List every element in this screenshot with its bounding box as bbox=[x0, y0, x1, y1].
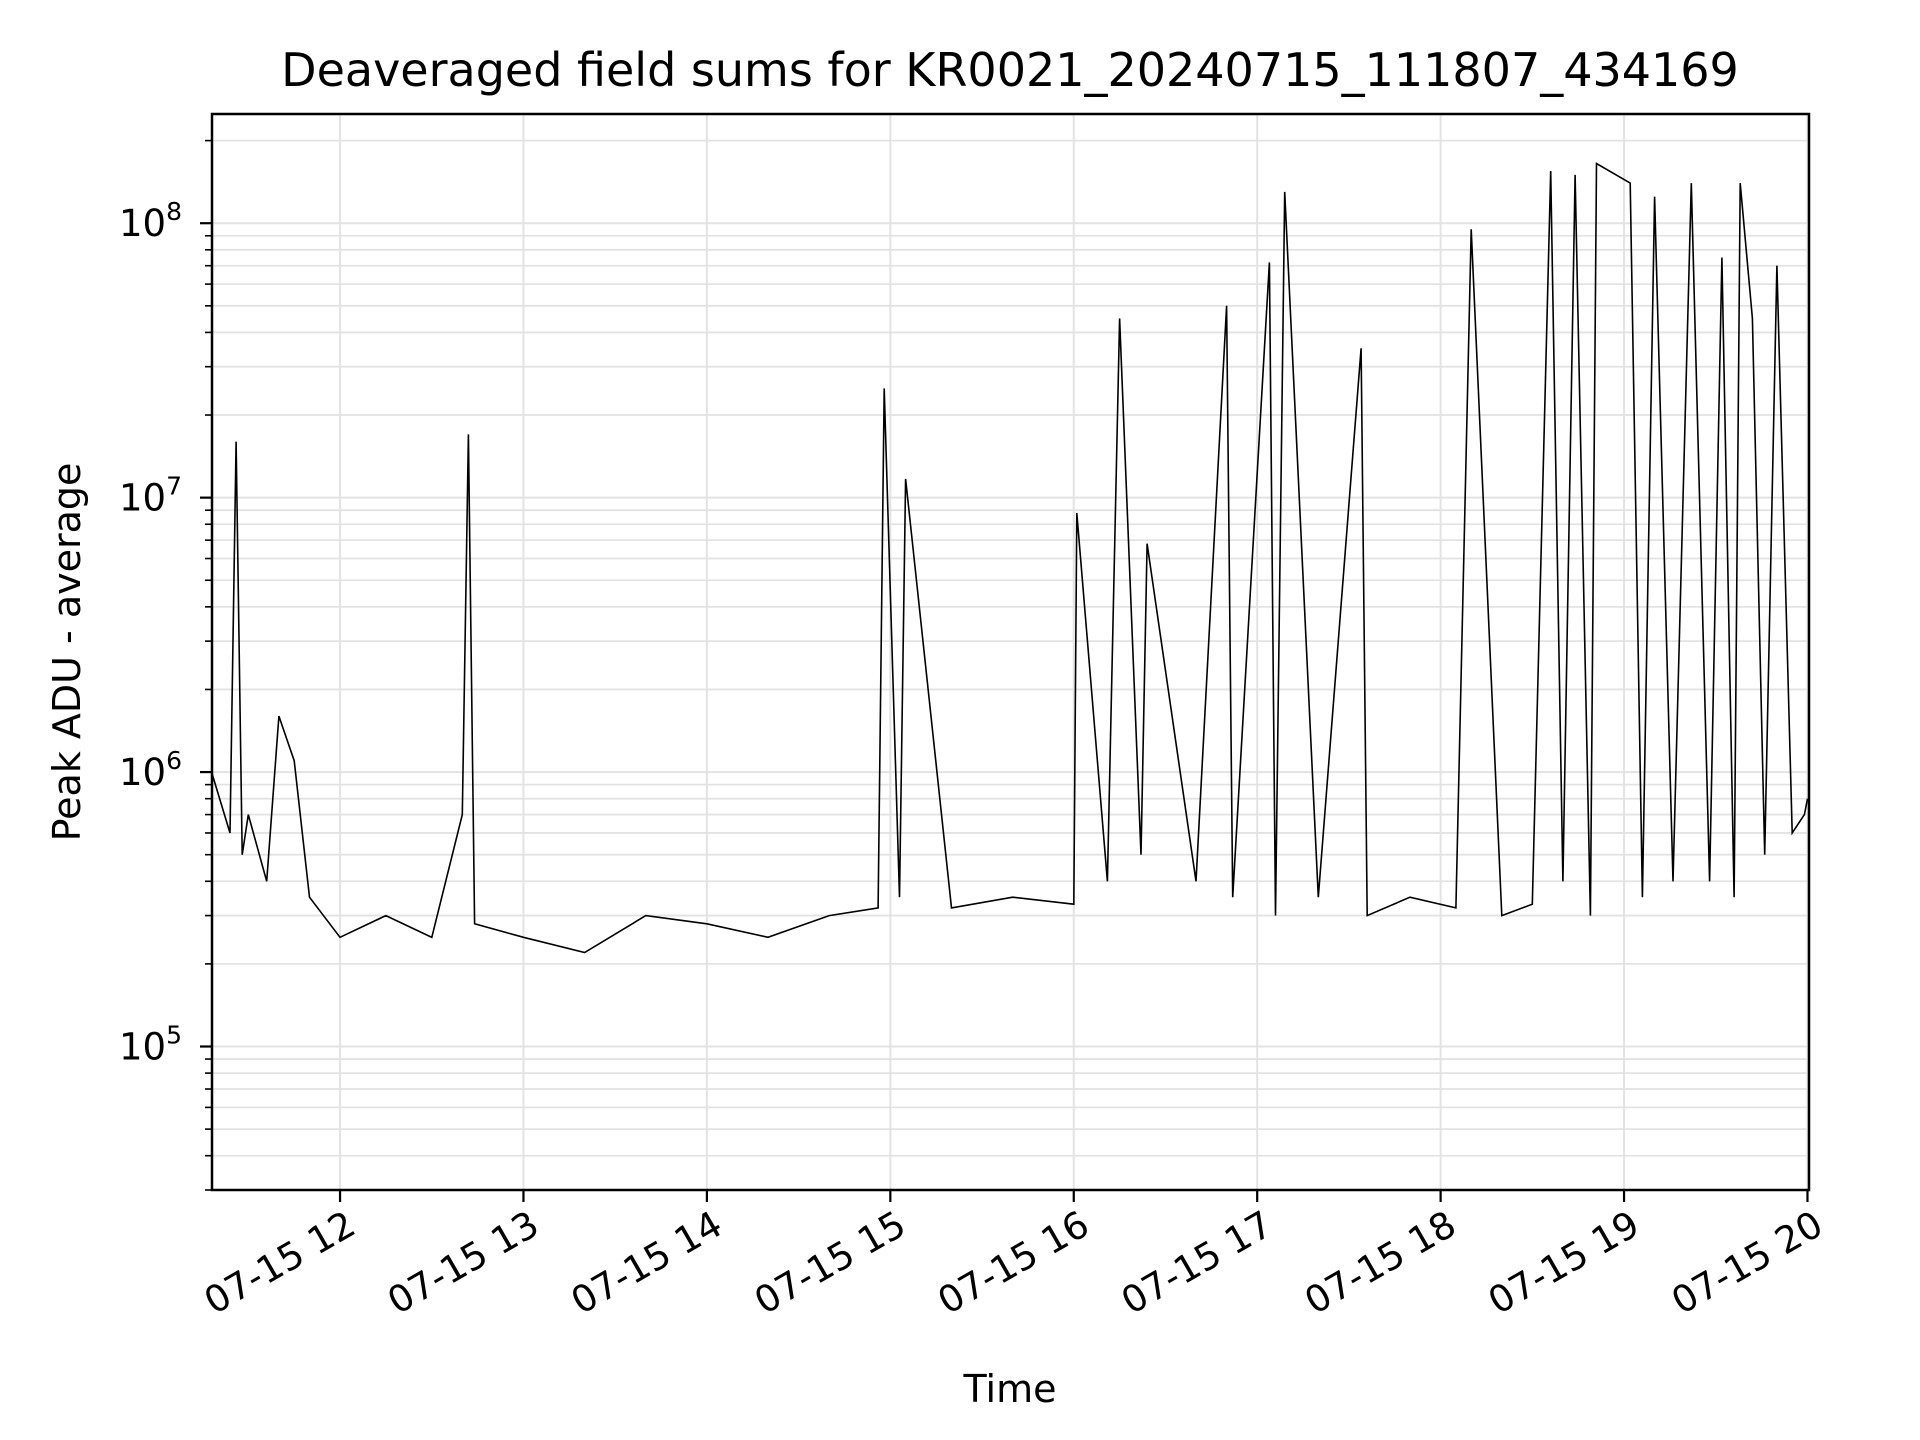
y-tick-exponent: 7 bbox=[166, 472, 182, 501]
y-tick-base: 10 bbox=[119, 477, 166, 520]
y-tick-label: 105 bbox=[119, 1021, 182, 1069]
y-axis-label: Peak ADU - average bbox=[45, 463, 89, 842]
x-axis-label: Time bbox=[963, 1367, 1057, 1411]
y-tick-exponent: 6 bbox=[166, 746, 182, 775]
series-line bbox=[210, 162, 1809, 954]
series-layer bbox=[210, 162, 1809, 954]
y-tick-base: 10 bbox=[119, 751, 166, 794]
grid-layer bbox=[212, 114, 1809, 1191]
chart-title: Deaveraged field sums for KR0021_2024071… bbox=[281, 43, 1739, 97]
y-tick-exponent: 5 bbox=[166, 1021, 182, 1050]
y-tick-label: 106 bbox=[119, 746, 182, 794]
y-tick-exponent: 8 bbox=[166, 197, 182, 226]
y-tick-base: 10 bbox=[119, 1026, 166, 1069]
y-tick-label: 108 bbox=[119, 197, 182, 245]
plot-frame bbox=[210, 112, 1811, 1192]
y-tick-base: 10 bbox=[119, 202, 166, 245]
y-tick-label: 107 bbox=[119, 472, 182, 520]
